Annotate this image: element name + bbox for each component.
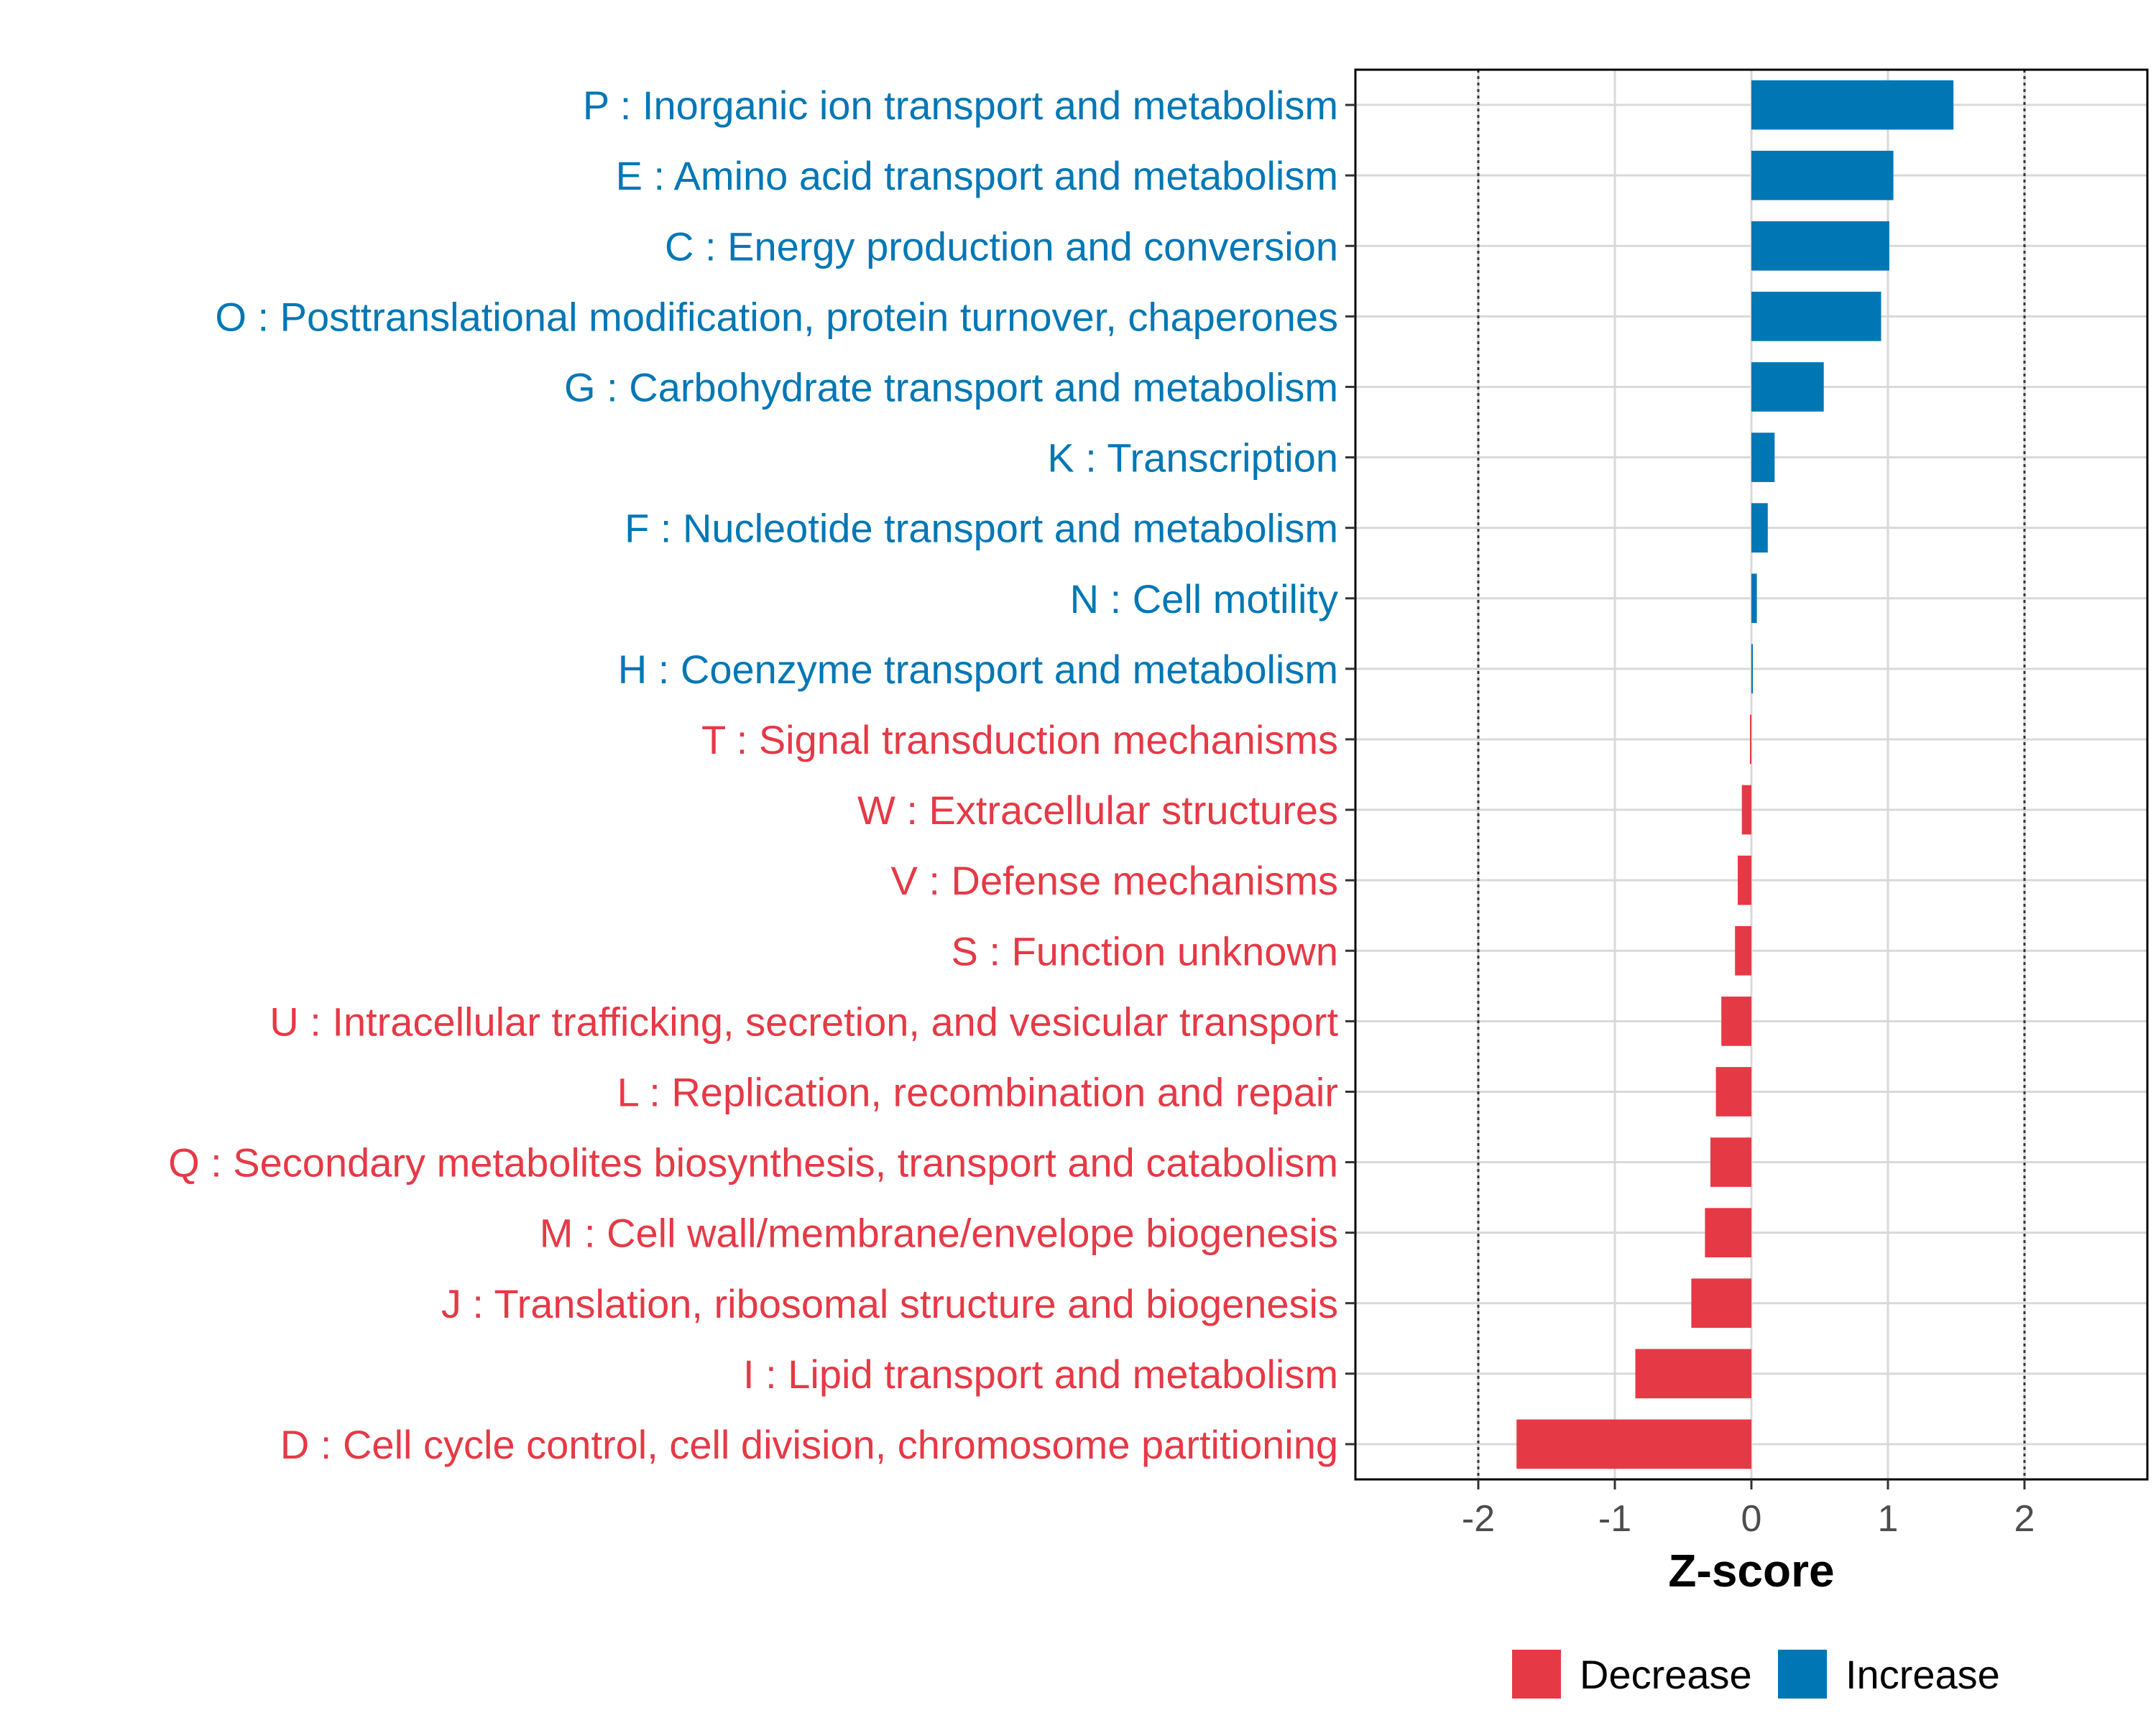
x-ticks: -2 -1 0 1 2 — [1462, 1479, 2035, 1540]
category-label: G : Carbohydrate transport and metabolis… — [564, 364, 1338, 410]
bar — [1751, 503, 1768, 553]
bar — [1735, 925, 1751, 976]
bar — [1751, 150, 1894, 200]
category-label: H : Coenzyme transport and metabolism — [618, 647, 1338, 692]
bar — [1751, 292, 1881, 341]
legend-swatch — [1512, 1650, 1561, 1699]
category-label: S : Function unknown — [951, 928, 1338, 974]
legend: Decrease Increase — [1512, 1650, 2000, 1699]
bar — [1635, 1349, 1751, 1399]
bars — [1516, 80, 1954, 1469]
legend-label: Decrease — [1580, 1652, 1752, 1697]
bar — [1751, 433, 1775, 482]
bar — [1751, 362, 1824, 412]
category-label: T : Signal transduction mechanisms — [701, 717, 1338, 762]
category-label: E : Amino acid transport and metabolism — [616, 153, 1338, 198]
bar — [1741, 785, 1751, 835]
bar — [1705, 1208, 1751, 1257]
category-labels: P : Inorganic ion transport and metaboli… — [168, 83, 1338, 1467]
x-tick-label: 1 — [1878, 1498, 1899, 1540]
x-tick-label: 2 — [2014, 1498, 2035, 1540]
bar — [1751, 80, 1954, 130]
y-ticks — [1345, 103, 1355, 1446]
x-axis-title: Z-score — [1668, 1545, 1834, 1597]
bar — [1751, 573, 1757, 624]
category-label: W : Extracellular structures — [857, 787, 1338, 833]
category-label: P : Inorganic ion transport and metaboli… — [583, 83, 1338, 128]
bar — [1738, 855, 1751, 905]
category-label: F : Nucleotide transport and metabolism — [625, 506, 1338, 551]
bar — [1721, 997, 1751, 1046]
category-label: C : Energy production and conversion — [665, 223, 1338, 269]
category-label: Q : Secondary metabolites biosynthesis, … — [168, 1140, 1338, 1186]
category-label: J : Translation, ribosomal structure and… — [441, 1281, 1338, 1326]
x-tick-label: 0 — [1741, 1498, 1762, 1540]
bar — [1750, 714, 1751, 764]
bar — [1516, 1419, 1751, 1469]
category-label: U : Intracellular trafficking, secretion… — [270, 999, 1338, 1044]
legend-label: Increase — [1846, 1652, 2000, 1697]
bar — [1751, 221, 1889, 271]
category-label: O : Posttranslational modification, prot… — [215, 294, 1338, 339]
reference-lines — [1477, 70, 2026, 1479]
category-label: N : Cell motility — [1070, 576, 1338, 622]
category-label: M : Cell wall/membrane/envelope biogenes… — [540, 1211, 1338, 1256]
category-label: I : Lipid transport and metabolism — [743, 1352, 1338, 1397]
category-label: K : Transcription — [1047, 435, 1338, 481]
bar — [1751, 644, 1753, 694]
x-tick-label: -1 — [1598, 1498, 1631, 1540]
category-label: V : Defense mechanisms — [891, 858, 1338, 903]
legend-swatch — [1778, 1650, 1827, 1699]
bar — [1715, 1067, 1751, 1117]
bar — [1691, 1278, 1751, 1329]
bar — [1710, 1137, 1751, 1187]
x-tick-label: -2 — [1462, 1498, 1495, 1540]
category-label: D : Cell cycle control, cell division, c… — [280, 1422, 1338, 1467]
category-label: L : Replication, recombination and repai… — [617, 1069, 1338, 1114]
